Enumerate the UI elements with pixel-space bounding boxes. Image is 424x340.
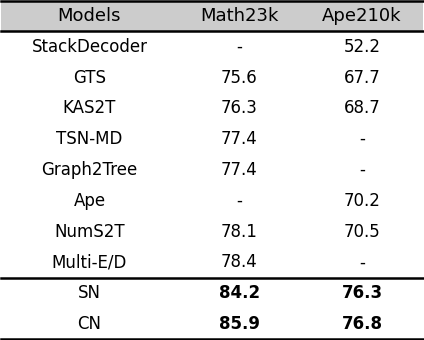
Text: Models: Models [58,7,121,25]
Text: GTS: GTS [73,69,106,87]
Text: Multi-E/D: Multi-E/D [52,253,127,271]
Bar [1,1,423,32]
Text: SN: SN [78,284,101,302]
Text: CN: CN [78,315,101,333]
Text: -: - [359,161,365,179]
Text: TSN-MD: TSN-MD [56,130,123,148]
Text: 78.1: 78.1 [221,223,258,241]
Text: 85.9: 85.9 [219,315,260,333]
Text: -: - [237,38,243,56]
Text: -: - [359,253,365,271]
Text: Ape: Ape [73,192,106,210]
Text: 76.3: 76.3 [341,284,382,302]
Text: 77.4: 77.4 [221,161,258,179]
Text: 70.2: 70.2 [343,192,380,210]
Text: -: - [359,130,365,148]
Text: 78.4: 78.4 [221,253,258,271]
Text: 75.6: 75.6 [221,69,258,87]
Text: 76.8: 76.8 [341,315,382,333]
Text: 84.2: 84.2 [219,284,260,302]
Text: 67.7: 67.7 [343,69,380,87]
Text: 77.4: 77.4 [221,130,258,148]
Text: StackDecoder: StackDecoder [31,38,148,56]
Text: -: - [237,192,243,210]
Text: 70.5: 70.5 [343,223,380,241]
Text: 52.2: 52.2 [343,38,380,56]
Text: 68.7: 68.7 [343,99,380,117]
Text: NumS2T: NumS2T [54,223,125,241]
Text: KAS2T: KAS2T [63,99,116,117]
Text: Ape210k: Ape210k [322,7,402,25]
Text: Math23k: Math23k [200,7,279,25]
Text: 76.3: 76.3 [221,99,258,117]
Text: Graph2Tree: Graph2Tree [41,161,137,179]
